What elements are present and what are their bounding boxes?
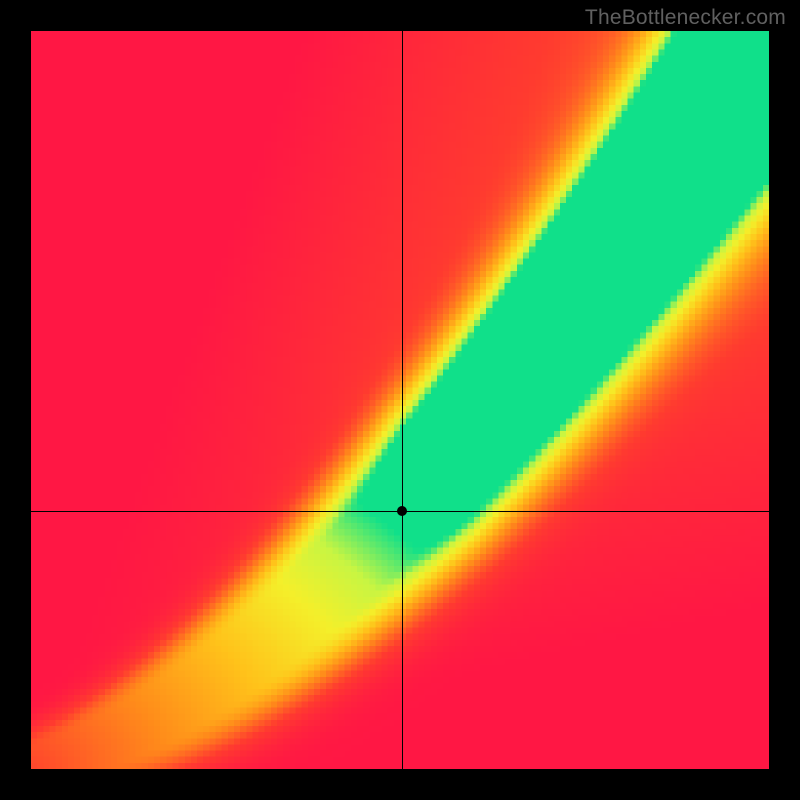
crosshair-vertical (402, 31, 403, 769)
watermark-label: TheBottlenecker.com (585, 6, 786, 30)
crosshair-marker (397, 506, 407, 516)
plot-area (31, 31, 769, 769)
chart-container: TheBottlenecker.com (0, 0, 800, 800)
heatmap-canvas (31, 31, 769, 769)
